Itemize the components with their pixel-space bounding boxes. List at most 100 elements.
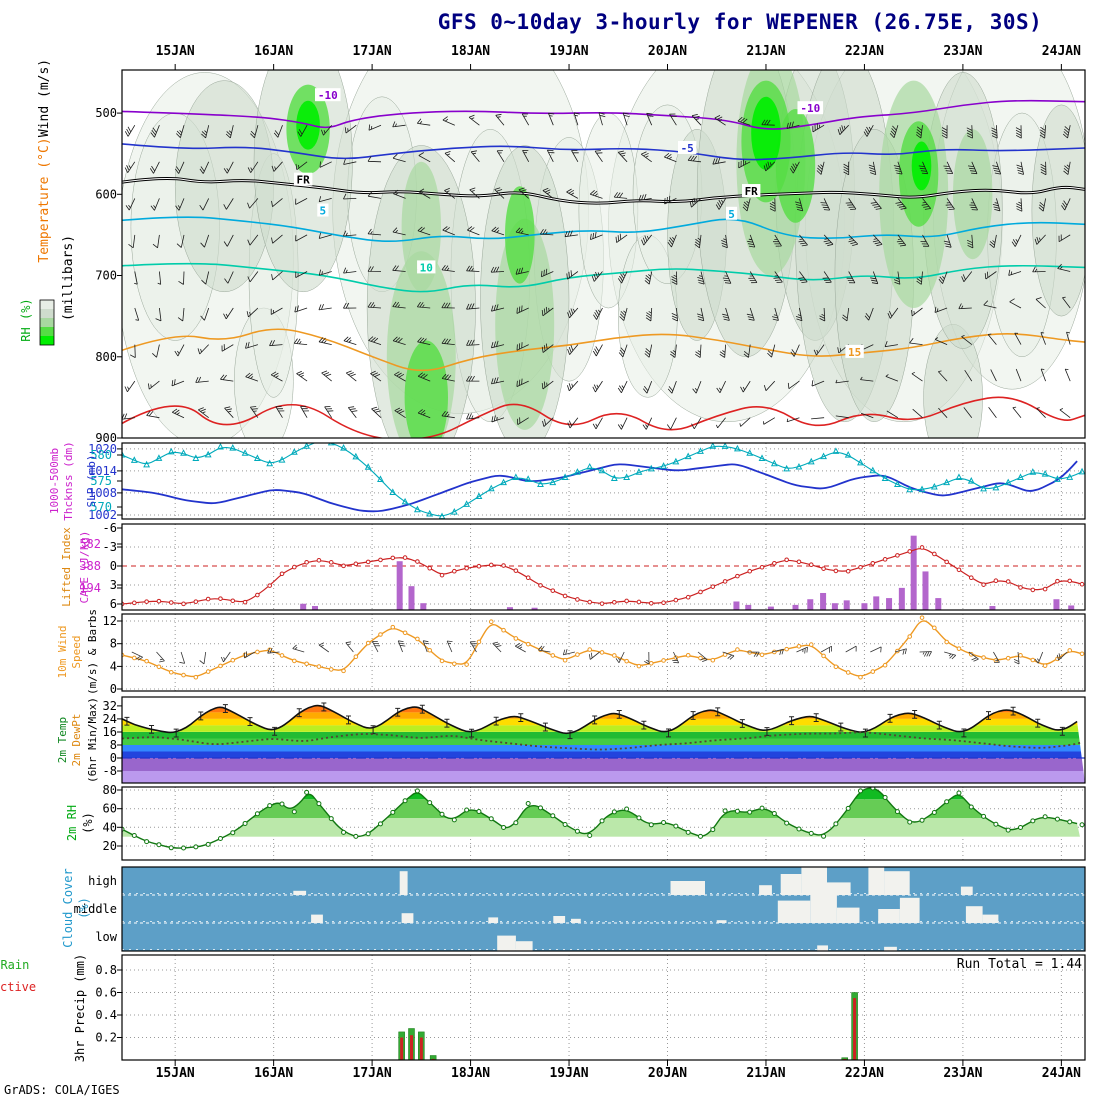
ytick-temp: 32 (103, 699, 117, 713)
cloud-row-label: low (95, 930, 117, 944)
date-label-top: 24JAN (1042, 44, 1081, 59)
axis-label: Speed (70, 635, 83, 668)
contour-label: 5 (320, 205, 327, 218)
axis-label: 2m Temp (56, 717, 69, 763)
ytick-rh: 20 (103, 839, 117, 853)
ytick-li: 0 (110, 559, 117, 573)
ytick-temp: 16 (103, 725, 117, 739)
date-label-top: 17JAN (353, 44, 392, 59)
date-label-top: 22JAN (845, 44, 884, 59)
ytick-wind: 0 (110, 682, 117, 696)
date-label-top: 16JAN (254, 44, 293, 59)
ytick-rh: 60 (103, 802, 117, 816)
ytick-thk: 570 (90, 500, 112, 514)
ytick-cape: 388 (79, 559, 101, 573)
ytick-upper: 800 (95, 350, 117, 364)
axis-label: (millibars) (61, 235, 76, 321)
date-label-top: 20JAN (648, 44, 687, 59)
date-label-bottom: 20JAN (648, 1066, 687, 1081)
ytick-upper: 500 (95, 106, 117, 120)
date-label-bottom: 24JAN (1042, 1066, 1081, 1081)
contour-label: 15 (848, 346, 861, 359)
ytick-thk: 580 (90, 448, 112, 462)
axis-label: RH (%) (19, 298, 33, 341)
contour-label: -10 (318, 89, 338, 102)
ytick-cape: 582 (79, 537, 101, 551)
rh-colorbar (39, 299, 55, 346)
axis-label: (6hr Min/Max) (86, 697, 99, 783)
ytick-li: 6 (110, 597, 117, 611)
date-label-top: 18JAN (451, 44, 490, 59)
precip-panel (398, 992, 858, 1061)
contour-label: 10 (420, 261, 433, 274)
ytick-li: -6 (103, 521, 117, 535)
axis-label: SLP (mb) (85, 455, 98, 508)
date-label-bottom: 21JAN (746, 1066, 785, 1081)
upper-temp-contours (122, 99, 1085, 438)
date-label-bottom: 17JAN (353, 1066, 392, 1081)
axis-label: Temperature (°C) (37, 137, 52, 262)
ytick-slp: 1002 (88, 508, 117, 522)
axis-label: Lifted Index (60, 527, 73, 607)
date-label-top: 19JAN (549, 44, 588, 59)
run-total-label: Run Total = 1.44 (956, 957, 1082, 972)
axis-label: Cloud Cover (61, 868, 75, 947)
axis-label: CAPE (J/kg) (78, 531, 91, 604)
axis-label: Total / Rain (0, 958, 29, 972)
contour-label: FR (745, 185, 759, 198)
date-label-bottom: 22JAN (845, 1066, 884, 1081)
ytick-precip: 0.8 (95, 963, 117, 977)
ytick-wind: 4 (110, 659, 117, 673)
ytick-li: 3 (110, 578, 117, 592)
ytick-slp: 1014 (88, 464, 117, 478)
axis-label: 2m DewPt (70, 714, 83, 767)
ytick-slp: 1008 (88, 486, 117, 500)
contour-label: -10 (800, 102, 820, 115)
ytick-li: -3 (103, 540, 117, 554)
cloud-row-label: middle (74, 902, 117, 916)
date-label-bottom: 23JAN (943, 1066, 982, 1081)
ytick-temp: 24 (103, 712, 117, 726)
axis-label: 3hr Precip (mm) (73, 954, 87, 1062)
axis-label: 2m RH (65, 805, 79, 841)
credit-label: GrADS: COLA/IGES (4, 1083, 120, 1097)
ytick-rh: 40 (103, 820, 117, 834)
date-label-top: 15JAN (156, 44, 195, 59)
temp2m-panel (122, 702, 1085, 783)
cloud-cover-panel (122, 867, 1085, 951)
date-label-bottom: 19JAN (549, 1066, 588, 1081)
ytick-cape: 194 (79, 581, 101, 595)
ytick-temp: 0 (110, 751, 117, 765)
ytick-slp: 1020 (88, 442, 117, 456)
ytick-temp: -8 (103, 764, 117, 778)
ytick-wind: 12 (103, 614, 117, 628)
axis-label: 1000-500mb (48, 448, 61, 514)
cloud-row-label: high (88, 874, 117, 888)
ytick-upper: 900 (95, 431, 117, 445)
cape-li-panel (122, 535, 1085, 610)
date-label-bottom: 16JAN (254, 1066, 293, 1081)
axis-label: (%) (81, 812, 95, 834)
ytick-upper: 700 (95, 269, 117, 283)
date-label-bottom: 18JAN (451, 1066, 490, 1081)
date-label-top: 23JAN (943, 44, 982, 59)
ytick-precip: 0.4 (95, 1008, 117, 1022)
axis-label: Thcknss (dm) (62, 441, 75, 520)
contour-label: FR (297, 174, 311, 187)
upper-wind-barbs (122, 112, 1071, 430)
slp-thickness-panel (122, 443, 1085, 519)
ytick-temp: 8 (110, 738, 117, 752)
ytick-upper: 600 (95, 187, 117, 201)
contour-label: -5 (681, 142, 694, 155)
axis-label: Convective (0, 980, 36, 994)
axis-label: (m/s) & Barbs (86, 609, 99, 695)
chart-title: GFS 0~10day 3-hourly for WEPENER (26.75E… (437, 10, 1043, 34)
ytick-thk: 575 (90, 474, 112, 488)
wind10m-panel (122, 615, 1085, 680)
upper-rh-shading (122, 70, 1085, 438)
ytick-rh: 80 (103, 783, 117, 797)
contour-label: 5 (728, 208, 735, 221)
ytick-wind: 8 (110, 637, 117, 651)
